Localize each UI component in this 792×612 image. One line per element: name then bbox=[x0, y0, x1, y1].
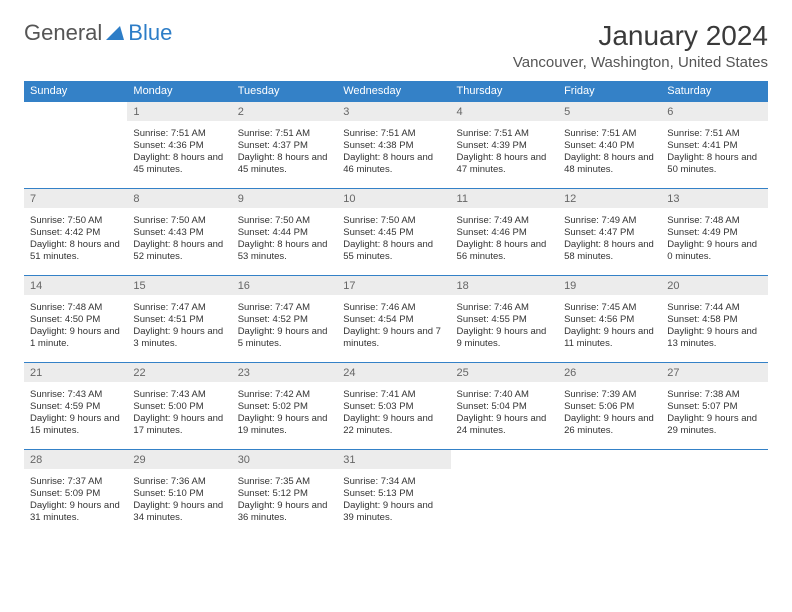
day-cell: Sunrise: 7:36 AMSunset: 5:10 PMDaylight:… bbox=[127, 469, 231, 536]
day-cell: Sunrise: 7:43 AMSunset: 5:00 PMDaylight:… bbox=[127, 382, 231, 450]
day-number: 3 bbox=[337, 102, 450, 122]
day-number: 28 bbox=[24, 450, 127, 470]
day-number: 7 bbox=[24, 189, 127, 209]
weekday-thursday: Thursday bbox=[451, 81, 559, 102]
detail-row: Sunrise: 7:51 AMSunset: 4:36 PMDaylight:… bbox=[24, 121, 768, 189]
location: Vancouver, Washington, United States bbox=[513, 54, 768, 71]
day-cell: Sunrise: 7:51 AMSunset: 4:40 PMDaylight:… bbox=[558, 121, 661, 189]
day-number: 11 bbox=[451, 189, 559, 209]
day-number: 13 bbox=[661, 189, 768, 209]
weekday-header-row: Sunday Monday Tuesday Wednesday Thursday… bbox=[24, 81, 768, 102]
day-number: 6 bbox=[661, 102, 768, 122]
month-title: January 2024 bbox=[513, 20, 768, 52]
calendar-table: Sunday Monday Tuesday Wednesday Thursday… bbox=[24, 81, 768, 536]
day-cell: Sunrise: 7:41 AMSunset: 5:03 PMDaylight:… bbox=[337, 382, 450, 450]
day-cell: Sunrise: 7:51 AMSunset: 4:41 PMDaylight:… bbox=[661, 121, 768, 189]
logo: General Blue bbox=[24, 20, 172, 46]
logo-text-general: General bbox=[24, 20, 102, 46]
detail-row: Sunrise: 7:50 AMSunset: 4:42 PMDaylight:… bbox=[24, 208, 768, 276]
day-number: 23 bbox=[232, 363, 338, 383]
day-cell: Sunrise: 7:34 AMSunset: 5:13 PMDaylight:… bbox=[337, 469, 450, 536]
logo-sail-icon bbox=[106, 26, 124, 40]
day-cell: Sunrise: 7:50 AMSunset: 4:42 PMDaylight:… bbox=[24, 208, 127, 276]
day-number bbox=[451, 450, 559, 470]
day-number: 10 bbox=[337, 189, 450, 209]
day-number: 21 bbox=[24, 363, 127, 383]
day-cell: Sunrise: 7:50 AMSunset: 4:45 PMDaylight:… bbox=[337, 208, 450, 276]
day-cell: Sunrise: 7:39 AMSunset: 5:06 PMDaylight:… bbox=[558, 382, 661, 450]
day-number: 25 bbox=[451, 363, 559, 383]
day-number: 30 bbox=[232, 450, 338, 470]
daynum-row: 14151617181920 bbox=[24, 276, 768, 296]
day-number: 4 bbox=[451, 102, 559, 122]
day-number: 17 bbox=[337, 276, 450, 296]
weekday-sunday: Sunday bbox=[24, 81, 127, 102]
day-cell: Sunrise: 7:44 AMSunset: 4:58 PMDaylight:… bbox=[661, 295, 768, 363]
day-number: 22 bbox=[127, 363, 231, 383]
weekday-monday: Monday bbox=[127, 81, 231, 102]
day-number: 29 bbox=[127, 450, 231, 470]
daynum-row: 78910111213 bbox=[24, 189, 768, 209]
day-cell: Sunrise: 7:48 AMSunset: 4:49 PMDaylight:… bbox=[661, 208, 768, 276]
day-number: 31 bbox=[337, 450, 450, 470]
day-number: 24 bbox=[337, 363, 450, 383]
day-number bbox=[558, 450, 661, 470]
day-cell bbox=[558, 469, 661, 536]
day-cell: Sunrise: 7:51 AMSunset: 4:36 PMDaylight:… bbox=[127, 121, 231, 189]
day-number: 15 bbox=[127, 276, 231, 296]
day-cell: Sunrise: 7:49 AMSunset: 4:46 PMDaylight:… bbox=[451, 208, 559, 276]
day-cell: Sunrise: 7:51 AMSunset: 4:37 PMDaylight:… bbox=[232, 121, 338, 189]
day-cell: Sunrise: 7:42 AMSunset: 5:02 PMDaylight:… bbox=[232, 382, 338, 450]
day-cell: Sunrise: 7:37 AMSunset: 5:09 PMDaylight:… bbox=[24, 469, 127, 536]
day-cell: Sunrise: 7:43 AMSunset: 4:59 PMDaylight:… bbox=[24, 382, 127, 450]
detail-row: Sunrise: 7:48 AMSunset: 4:50 PMDaylight:… bbox=[24, 295, 768, 363]
day-number: 12 bbox=[558, 189, 661, 209]
day-cell: Sunrise: 7:48 AMSunset: 4:50 PMDaylight:… bbox=[24, 295, 127, 363]
day-number: 18 bbox=[451, 276, 559, 296]
daynum-row: 123456 bbox=[24, 102, 768, 122]
day-cell: Sunrise: 7:51 AMSunset: 4:38 PMDaylight:… bbox=[337, 121, 450, 189]
day-cell: Sunrise: 7:35 AMSunset: 5:12 PMDaylight:… bbox=[232, 469, 338, 536]
day-cell: Sunrise: 7:50 AMSunset: 4:44 PMDaylight:… bbox=[232, 208, 338, 276]
day-number: 14 bbox=[24, 276, 127, 296]
weekday-saturday: Saturday bbox=[661, 81, 768, 102]
daynum-row: 28293031 bbox=[24, 450, 768, 470]
day-cell: Sunrise: 7:45 AMSunset: 4:56 PMDaylight:… bbox=[558, 295, 661, 363]
day-number: 8 bbox=[127, 189, 231, 209]
weekday-friday: Friday bbox=[558, 81, 661, 102]
day-number bbox=[661, 450, 768, 470]
day-number bbox=[24, 102, 127, 122]
day-cell: Sunrise: 7:46 AMSunset: 4:55 PMDaylight:… bbox=[451, 295, 559, 363]
day-cell: Sunrise: 7:47 AMSunset: 4:51 PMDaylight:… bbox=[127, 295, 231, 363]
title-block: January 2024 Vancouver, Washington, Unit… bbox=[513, 20, 768, 71]
day-number: 27 bbox=[661, 363, 768, 383]
weekday-tuesday: Tuesday bbox=[232, 81, 338, 102]
day-cell bbox=[661, 469, 768, 536]
day-cell: Sunrise: 7:40 AMSunset: 5:04 PMDaylight:… bbox=[451, 382, 559, 450]
day-number: 20 bbox=[661, 276, 768, 296]
logo-text-blue: Blue bbox=[128, 20, 172, 46]
day-number: 5 bbox=[558, 102, 661, 122]
day-number: 2 bbox=[232, 102, 338, 122]
detail-row: Sunrise: 7:43 AMSunset: 4:59 PMDaylight:… bbox=[24, 382, 768, 450]
daynum-row: 21222324252627 bbox=[24, 363, 768, 383]
weekday-wednesday: Wednesday bbox=[337, 81, 450, 102]
day-number: 19 bbox=[558, 276, 661, 296]
day-number: 16 bbox=[232, 276, 338, 296]
day-cell: Sunrise: 7:50 AMSunset: 4:43 PMDaylight:… bbox=[127, 208, 231, 276]
day-cell: Sunrise: 7:51 AMSunset: 4:39 PMDaylight:… bbox=[451, 121, 559, 189]
day-cell bbox=[451, 469, 559, 536]
header: General Blue January 2024 Vancouver, Was… bbox=[24, 20, 768, 71]
day-cell bbox=[24, 121, 127, 189]
day-number: 1 bbox=[127, 102, 231, 122]
day-cell: Sunrise: 7:49 AMSunset: 4:47 PMDaylight:… bbox=[558, 208, 661, 276]
day-cell: Sunrise: 7:47 AMSunset: 4:52 PMDaylight:… bbox=[232, 295, 338, 363]
day-number: 9 bbox=[232, 189, 338, 209]
day-number: 26 bbox=[558, 363, 661, 383]
day-cell: Sunrise: 7:38 AMSunset: 5:07 PMDaylight:… bbox=[661, 382, 768, 450]
day-cell: Sunrise: 7:46 AMSunset: 4:54 PMDaylight:… bbox=[337, 295, 450, 363]
detail-row: Sunrise: 7:37 AMSunset: 5:09 PMDaylight:… bbox=[24, 469, 768, 536]
